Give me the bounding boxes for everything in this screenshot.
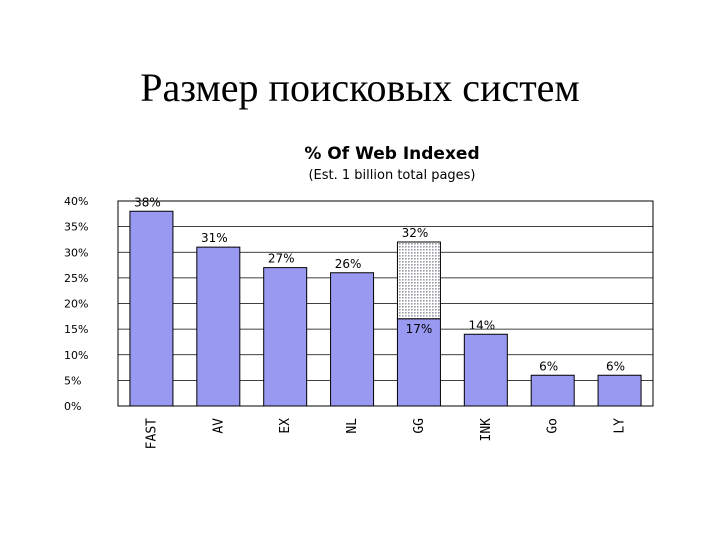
y-tick-label: 20% [64,298,88,311]
y-tick-label: 25% [64,272,88,285]
bar [330,272,375,407]
value-labels: 38% 31% 27% 26% 17% 32% 14% 6% 6% [134,195,625,373]
bar-value-label: 6% [606,359,625,373]
y-tick-label: 40% [64,195,88,208]
y-axis-ticks: 0% 5% 10% 15% 20% 25% 30% 35% 40% [64,195,88,413]
bar-value-label: 38% [134,195,161,209]
bar [263,267,308,407]
x-category-label: LY [613,418,628,434]
y-tick-label: 30% [64,246,88,259]
chart-subtitle: (Est. 1 billion total pages) [308,168,475,183]
segment-value-label: 17% [406,322,433,336]
slide-title: Размер поисковых систем [140,65,580,110]
bar-value-label: 31% [201,231,228,245]
bar-value-label: 26% [335,257,362,271]
bar-value-label: 32% [402,226,429,240]
y-tick-label: 10% [64,349,88,362]
y-tick-label: 15% [64,323,88,336]
chart-title: % Of Web Indexed [304,144,479,164]
bar-value-label: 6% [539,359,558,373]
bar [396,318,441,407]
bar [196,246,241,407]
y-tick-label: 0% [64,400,81,413]
bar [530,374,575,407]
bar-uncertain-segment [396,241,441,320]
x-category-label: EX [278,418,293,434]
x-axis-categories: FAST AV EX NL GG INK Go LY [144,418,627,449]
x-category-label: INK [479,418,494,442]
y-tick-label: 5% [64,374,81,387]
x-category-label: AV [211,418,226,434]
bar [597,374,642,407]
plot-frame [117,200,654,407]
x-category-label: NL [345,418,360,434]
bar [463,333,508,407]
y-tick-label: 35% [64,221,88,234]
bar [129,210,174,407]
bar-value-label: 14% [468,318,495,332]
x-category-label: GG [412,418,427,434]
x-category-label: FAST [144,418,159,449]
x-category-label: Go [546,418,561,434]
bar-value-label: 27% [268,252,295,266]
